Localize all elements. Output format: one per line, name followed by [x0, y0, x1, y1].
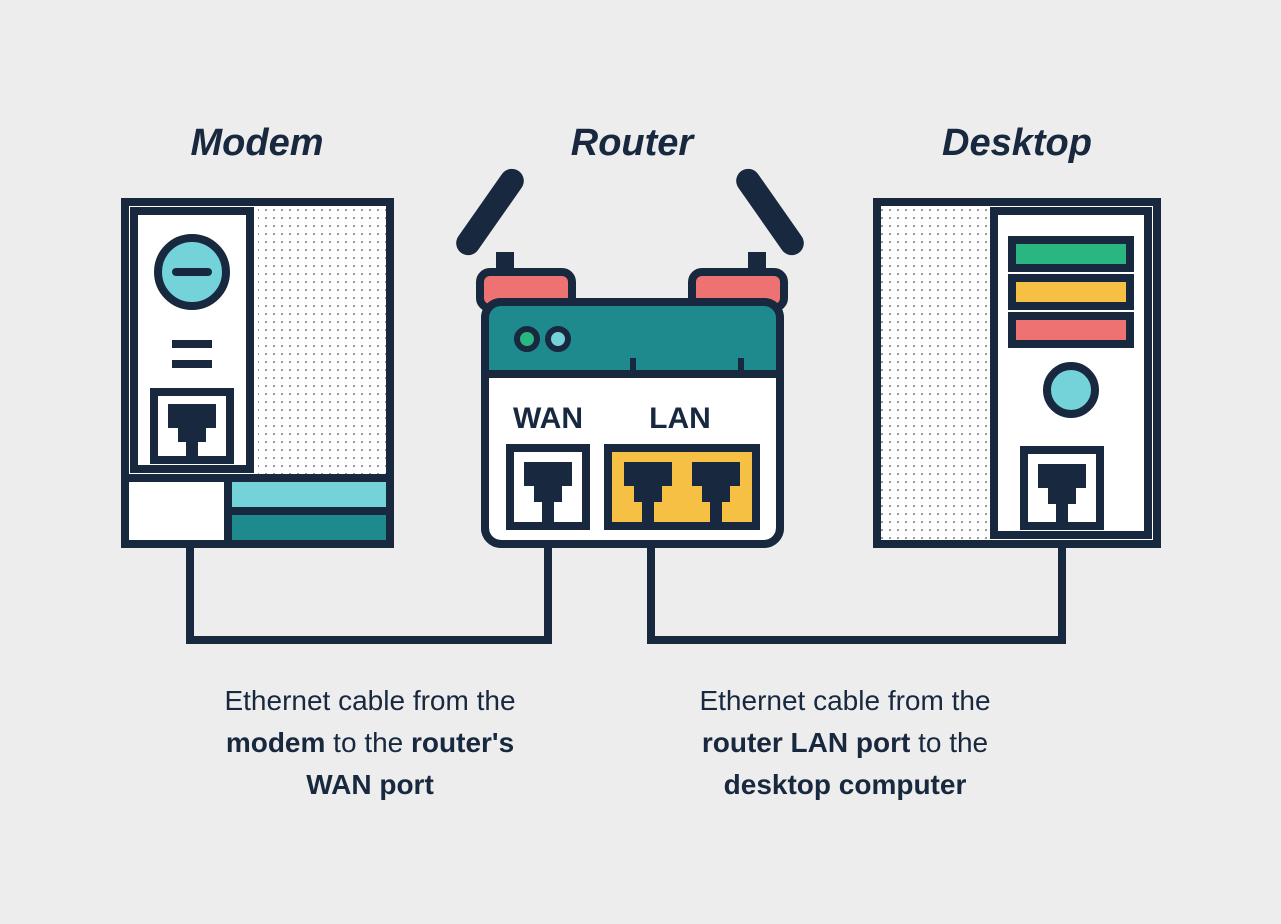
- wan-label: WAN: [513, 402, 583, 435]
- router-device: WAN LAN: [451, 164, 808, 544]
- cable-router-to-desktop: [651, 536, 1062, 640]
- svg-text:modem to the router's: modem to the router's: [226, 727, 514, 758]
- desktop-bar-2-icon: [1012, 278, 1130, 306]
- modem-title: Modem: [191, 122, 324, 164]
- desktop-power-icon: [1047, 366, 1095, 414]
- router-led-1-icon: [517, 329, 537, 349]
- router-title: Router: [571, 122, 696, 164]
- desktop-bar-1-icon: [1012, 240, 1130, 268]
- svg-text:Ethernet cable from the: Ethernet cable from the: [699, 685, 990, 716]
- desktop-ethernet-port-icon: [1024, 450, 1100, 530]
- desktop-title: Desktop: [942, 122, 1092, 164]
- svg-text:Ethernet cable from the: Ethernet cable from the: [224, 685, 515, 716]
- caption-right: Ethernet cable from the router LAN port t…: [699, 685, 990, 800]
- svg-text:router LAN port to the: router LAN port to the: [702, 727, 988, 758]
- router-wan-port-icon: [510, 448, 586, 530]
- desktop-bar-3-icon: [1012, 316, 1130, 344]
- caption-left: Ethernet cable from the modem to the rout…: [224, 685, 515, 800]
- router-lan-ports-icon: [608, 448, 756, 530]
- modem-device: [125, 202, 390, 544]
- desktop-device: [877, 202, 1157, 544]
- modem-ethernet-port-icon: [154, 392, 230, 464]
- svg-text:WAN port: WAN port: [306, 769, 434, 800]
- router-led-2-icon: [548, 329, 568, 349]
- svg-text:desktop computer: desktop computer: [724, 769, 967, 800]
- lan-label: LAN: [649, 402, 711, 435]
